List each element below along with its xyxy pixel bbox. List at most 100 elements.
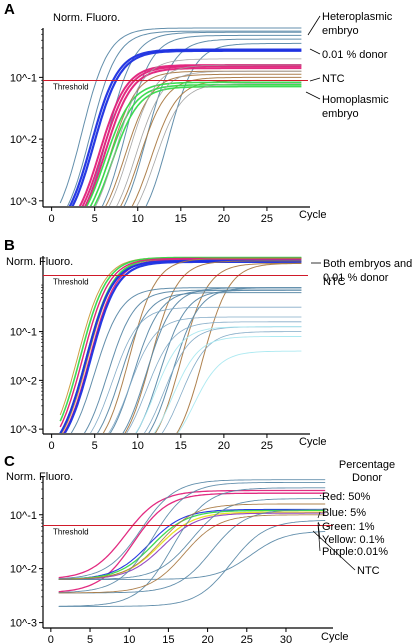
annotation-text: embryo [322,25,359,37]
legend-entry: Yellow: 0.1% [322,534,385,546]
series-curve-s1-0 [68,48,302,206]
x-tick-label: 15 [175,440,187,452]
legend-title: Percentage [339,459,395,471]
legend-leader [319,494,322,497]
series-curve-s6-0 [58,503,326,580]
x-tick-label: 25 [241,634,253,643]
y-tick-label: 10^-3 [10,618,37,630]
y-tick-label: 10^-3 [10,196,37,208]
legend-leader [317,511,321,519]
series-curve-s7-1 [153,336,302,433]
series-curve-s7-2 [177,350,302,433]
series-curve-s6-1 [108,316,302,433]
legend-entry: Blue: 5% [322,507,366,519]
series-curve-s5-0 [95,58,302,206]
x-tick-label: 10 [132,213,144,225]
x-axis-label: Cycle [321,631,349,643]
y-axis-label: Norm. Fluoro. [6,256,73,268]
annotation-text: 0.01 % donor [322,49,388,61]
x-tick-label: 0 [49,440,55,452]
y-tick-label: 10^-2 [10,564,37,576]
series-curve-s5-5 [58,520,326,607]
series-curve-s4-0 [86,81,302,206]
series-curve-s0-2 [84,31,302,206]
x-tick-label: 25 [261,440,273,452]
series-curve-s6-2 [126,321,302,433]
series-curve-s2-1 [62,258,302,433]
x-tick-label: 20 [218,213,230,225]
legend-leader [317,521,321,527]
annotation-text: Heteroplasmic [322,11,393,23]
series-curve-s5-2 [58,487,326,607]
series-curve-s5-6 [58,531,326,580]
annotation-text: NTC [323,276,346,288]
series-curve-s5-3 [58,498,326,580]
series-curve-s5-6 [148,287,302,433]
series-curve-red-1 [58,492,326,593]
panel-letter-c: C [4,453,15,470]
series-curve-s4-1 [89,84,302,206]
series-curve-s0-3 [101,34,302,206]
x-axis-label: Cycle [299,436,327,448]
y-axis-label: Norm. Fluoro. [53,12,120,24]
legend-leader [317,524,321,552]
y-tick-label: 10^-1 [10,72,37,84]
series-curve-s0-0 [59,27,302,204]
legend-entry: Green: 1% [322,521,375,533]
series-curve-s5-4 [58,509,326,594]
series-curve-s5-5 [135,289,302,433]
x-tick-label: 5 [92,213,98,225]
y-tick-label: 10^-1 [10,510,37,522]
x-tick-label: 20 [201,634,213,643]
x-tick-label: 20 [218,440,230,452]
threshold-label: Threshold [53,528,89,537]
x-tick-label: 10 [132,440,144,452]
legend-title: Donor [352,472,382,484]
series-curve-s3-2 [120,76,302,206]
annotation-leader [307,15,321,36]
x-tick-label: 25 [261,213,273,225]
series-curve-s4-3 [176,262,302,433]
series-curve-s0-4 [123,38,302,206]
x-tick-label: 0 [49,213,55,225]
x-tick-label: 15 [175,213,187,225]
y-axis-label: Norm. Fluoro. [6,471,73,483]
series-curve-blue-0 [58,508,326,580]
y-tick-label: 10^-3 [10,424,37,436]
series-curve-s5-2 [116,70,302,206]
x-tick-label: 5 [92,440,98,452]
y-tick-label: 10^-2 [10,375,37,387]
series-curve-s1-1 [71,49,302,206]
annotation-leader [309,48,321,55]
annotation-text: 0.01 % donor [323,272,389,284]
annotation-leader [305,91,321,100]
series-curve-s5-1 [58,481,326,593]
series-curve-s7-0 [135,326,302,433]
series-curve-s5-3 [109,289,302,433]
annotation-text: Both embryos and [323,258,412,270]
series-curve-s3-1 [63,260,302,433]
series-curve-s0-1 [67,30,302,206]
series-curve-s5-4 [122,287,302,433]
series-curve-s4-2 [154,262,302,433]
annotation-text: embryo [322,108,359,120]
series-curve-s1-0 [59,256,302,422]
x-axis-label: Cycle [299,209,327,221]
y-tick-label: 10^-2 [10,134,37,146]
series-curve-s5-3 [136,83,302,206]
series-curve-s0-5 [145,42,302,206]
annotation-text: NTC [322,73,345,85]
series-curve-s5-0 [58,479,326,580]
annotation-text: NTC [357,565,380,577]
series-curve-s6-4 [161,331,302,433]
y-tick-label: 10^-1 [10,327,37,339]
series-curve-s6-1 [58,514,326,594]
series-curve-s2-1 [81,65,302,206]
x-tick-label: 5 [87,634,93,643]
series-curve-s2-0 [59,257,302,428]
legend-entry: Purple:0.01% [322,546,388,558]
series-curve-purple-0 [58,512,326,580]
annotation-text: Homoplasmic [322,94,389,106]
legend-entry: Red: 50% [322,491,371,503]
